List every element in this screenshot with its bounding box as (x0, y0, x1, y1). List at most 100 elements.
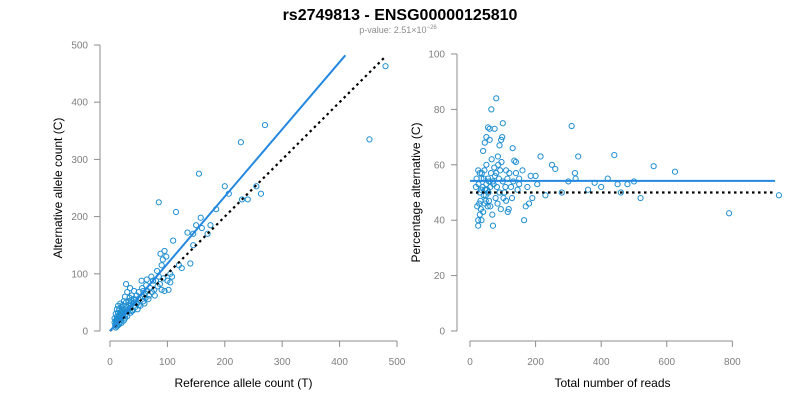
data-point (614, 181, 621, 188)
data-point (193, 222, 200, 229)
y-tick-label: 40 (434, 216, 446, 227)
data-point (534, 181, 541, 188)
y-tick-label: 80 (434, 105, 446, 116)
data-point (499, 120, 506, 127)
data-point (197, 214, 204, 221)
y-tick-label: 500 (71, 41, 88, 52)
data-point (489, 222, 497, 229)
data-point (617, 189, 624, 196)
data-point (161, 287, 168, 295)
data-point (568, 122, 575, 130)
data-point (187, 260, 194, 267)
y-axis-label: Percentage alternative (C) (409, 122, 423, 262)
data-point (496, 142, 503, 149)
x-tick-label: 400 (331, 357, 348, 368)
data-point (514, 186, 521, 193)
data-point (624, 181, 631, 188)
data-point (498, 158, 505, 166)
data-point (138, 277, 145, 284)
data-point (190, 230, 197, 237)
data-point (527, 172, 534, 179)
data-point (483, 134, 490, 141)
data-point (145, 295, 152, 303)
data-point (172, 208, 180, 216)
fit-line (109, 54, 347, 332)
data-point (137, 302, 144, 309)
data-point (505, 206, 512, 213)
data-point (488, 106, 495, 113)
data-point (480, 147, 487, 155)
p-value-exponent: −26 (427, 25, 438, 31)
data-point (637, 194, 644, 202)
data-point (502, 167, 510, 174)
data-point (522, 203, 529, 210)
data-point (542, 192, 549, 199)
data-point (117, 300, 124, 307)
data-point (161, 247, 168, 255)
data-point (725, 210, 733, 217)
data-point (529, 194, 536, 202)
data-point (489, 211, 496, 218)
data-point (475, 222, 482, 229)
data-point (153, 267, 161, 275)
data-point (502, 183, 509, 191)
data-point (484, 124, 492, 131)
data-point (558, 189, 565, 196)
chart-subtitle: p-value: 2.51×10−26 (359, 25, 437, 35)
y-tick-label: 60 (434, 160, 446, 171)
data-point (481, 139, 488, 146)
chart-title: rs2749813 - ENSG00000125810 (283, 7, 518, 24)
data-point (148, 273, 155, 280)
data-point (482, 197, 489, 204)
data-point (498, 136, 505, 143)
data-point (598, 183, 605, 191)
data-point (143, 276, 150, 283)
data-point (478, 217, 485, 224)
data-point (261, 121, 269, 129)
y-tick-label: 0 (82, 327, 88, 338)
data-point (257, 190, 265, 197)
data-point (112, 322, 119, 329)
x-tick-label: 100 (159, 357, 176, 368)
data-point (476, 200, 483, 207)
data-point (486, 136, 493, 143)
data-point (204, 230, 211, 237)
data-point (487, 203, 494, 210)
data-point (237, 139, 244, 146)
x-tick-label: 800 (724, 357, 741, 368)
data-point (195, 170, 203, 177)
data-point (650, 163, 657, 170)
reference-line (109, 55, 387, 332)
data-point (487, 183, 494, 191)
data-point (238, 196, 246, 203)
data-point (485, 197, 493, 204)
y-tick-label: 200 (71, 212, 88, 223)
data-point (478, 186, 485, 193)
x-tick-label: 300 (274, 357, 291, 368)
data-point (508, 194, 516, 202)
data-point (495, 161, 502, 168)
left-scatter-panel: 0 100 200 300 400 500 0 100 200 300 400 500 Referenc… (51, 41, 406, 391)
data-point (775, 192, 783, 199)
data-point (164, 277, 171, 284)
data-point (500, 194, 507, 202)
data-point (113, 306, 120, 313)
data-point (484, 203, 491, 210)
data-point (366, 136, 373, 143)
data-point (488, 156, 495, 163)
data-point (163, 253, 170, 260)
data-point (537, 153, 544, 160)
data-point (516, 181, 523, 188)
data-point (519, 167, 526, 174)
y-tick-label: 400 (71, 98, 88, 109)
data-point (159, 256, 166, 263)
data-point (178, 264, 185, 272)
data-point (476, 211, 483, 218)
x-tick-label: 200 (527, 357, 544, 368)
y-tick-label: 100 (428, 50, 445, 61)
data-point (168, 273, 176, 280)
data-point (198, 224, 205, 232)
data-point (504, 208, 511, 215)
data-point (158, 286, 165, 293)
